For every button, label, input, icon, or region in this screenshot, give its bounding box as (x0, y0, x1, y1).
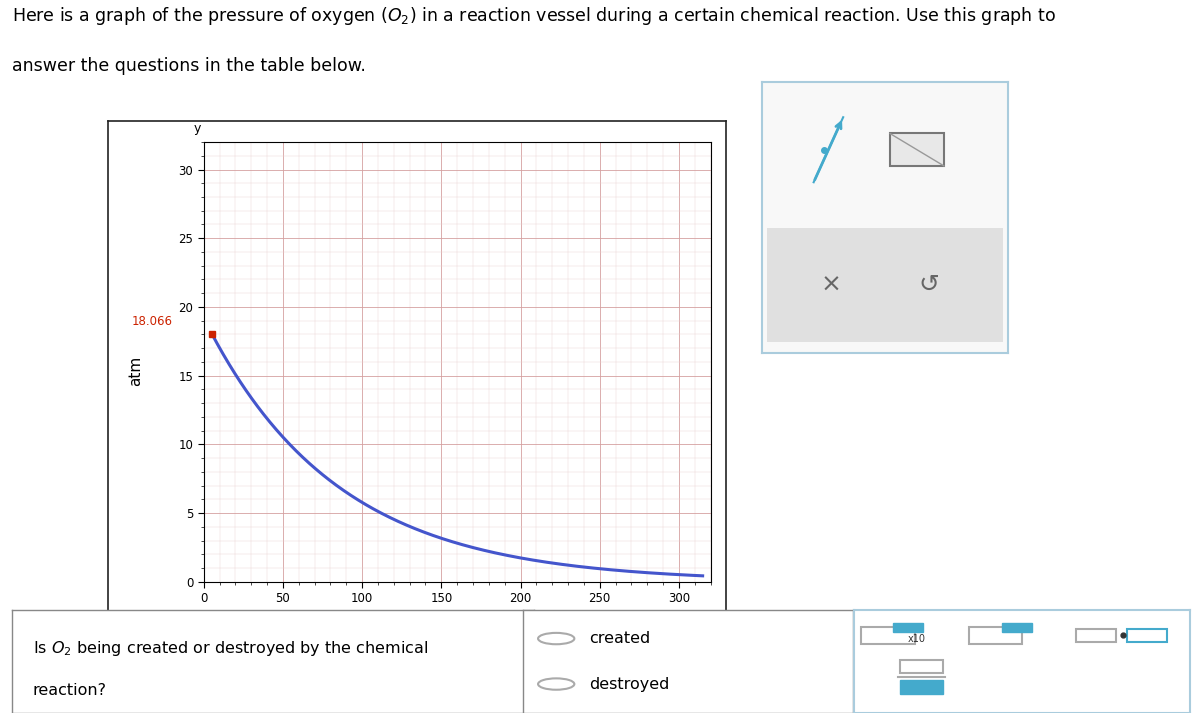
Bar (862, 627, 914, 644)
Bar (1127, 630, 1166, 642)
FancyBboxPatch shape (767, 228, 1003, 342)
Text: Here is a graph of the pressure of oxygen $(O_2)$ in a reaction vessel during a : Here is a graph of the pressure of oxyge… (12, 5, 1056, 26)
Text: x10: x10 (907, 634, 925, 644)
Text: ×: × (821, 273, 841, 297)
Text: reaction?: reaction? (32, 683, 107, 698)
Text: answer the questions in the table below.: answer the questions in the table below. (12, 58, 366, 76)
Text: atm: atm (128, 356, 143, 386)
Text: Is $O_2$ being created or destroyed by the chemical: Is $O_2$ being created or destroyed by t… (32, 640, 428, 658)
Bar (893, 622, 923, 632)
Bar (900, 660, 943, 673)
Bar (968, 627, 1022, 644)
Text: destroyed: destroyed (589, 677, 670, 692)
FancyBboxPatch shape (890, 133, 944, 166)
Bar (1076, 630, 1116, 642)
Bar (900, 680, 943, 694)
Text: ↺: ↺ (919, 273, 940, 297)
Bar (1002, 622, 1032, 632)
Text: created: created (589, 631, 650, 646)
